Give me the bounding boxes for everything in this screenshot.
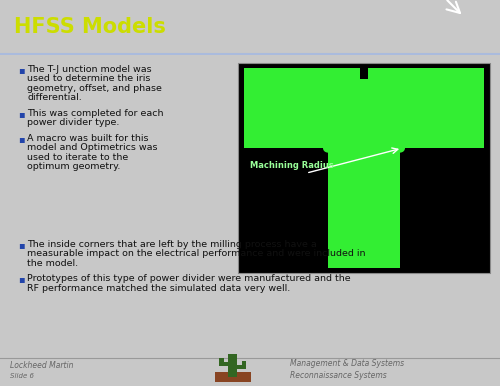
- Circle shape: [323, 144, 333, 152]
- Text: RF performance matched the simulated data very well.: RF performance matched the simulated dat…: [27, 284, 290, 293]
- Text: Lockheed Martin: Lockheed Martin: [10, 362, 74, 371]
- Bar: [360, 68, 368, 79]
- Text: Management & Data Systems: Management & Data Systems: [290, 359, 404, 369]
- Text: A macro was built for this: A macro was built for this: [27, 134, 148, 143]
- Bar: [242, 361, 246, 369]
- Text: the model.: the model.: [27, 259, 78, 268]
- Text: ▪: ▪: [18, 274, 25, 284]
- Text: ▪: ▪: [18, 109, 25, 119]
- Text: Reconnaissance Systems: Reconnaissance Systems: [290, 371, 387, 379]
- Text: HFSS Models: HFSS Models: [14, 17, 166, 37]
- Circle shape: [395, 144, 405, 152]
- Text: The T-J unction model was: The T-J unction model was: [27, 65, 152, 74]
- Text: differential.: differential.: [27, 93, 82, 102]
- Text: power divider type.: power divider type.: [27, 118, 120, 127]
- Text: geometry, offset, and phase: geometry, offset, and phase: [27, 84, 162, 93]
- Text: The inside corners that are left by the milling process have a: The inside corners that are left by the …: [27, 240, 317, 249]
- Text: This was completed for each: This was completed for each: [27, 109, 164, 118]
- Text: used to iterate to the: used to iterate to the: [27, 152, 128, 162]
- Text: ▪: ▪: [18, 240, 25, 250]
- Bar: [238, 63, 490, 273]
- Bar: [244, 68, 484, 148]
- Bar: [328, 148, 400, 267]
- Text: model and Optimetrics was: model and Optimetrics was: [27, 143, 158, 152]
- Text: used to determine the iris: used to determine the iris: [27, 74, 150, 83]
- Text: ▪: ▪: [18, 134, 25, 144]
- Text: measurable impact on the electrical performance and were included in: measurable impact on the electrical perf…: [27, 249, 365, 258]
- Bar: [219, 362, 228, 366]
- Text: Prototypes of this type of power divider were manufactured and the: Prototypes of this type of power divider…: [27, 274, 350, 283]
- Text: ▪: ▪: [18, 65, 25, 75]
- Text: Machining Radius: Machining Radius: [250, 161, 334, 170]
- Bar: [237, 365, 246, 369]
- Text: optimum geometry.: optimum geometry.: [27, 162, 120, 171]
- Bar: [214, 372, 250, 382]
- Bar: [219, 357, 224, 366]
- Text: Slide 6: Slide 6: [10, 373, 34, 379]
- Bar: [228, 354, 237, 377]
